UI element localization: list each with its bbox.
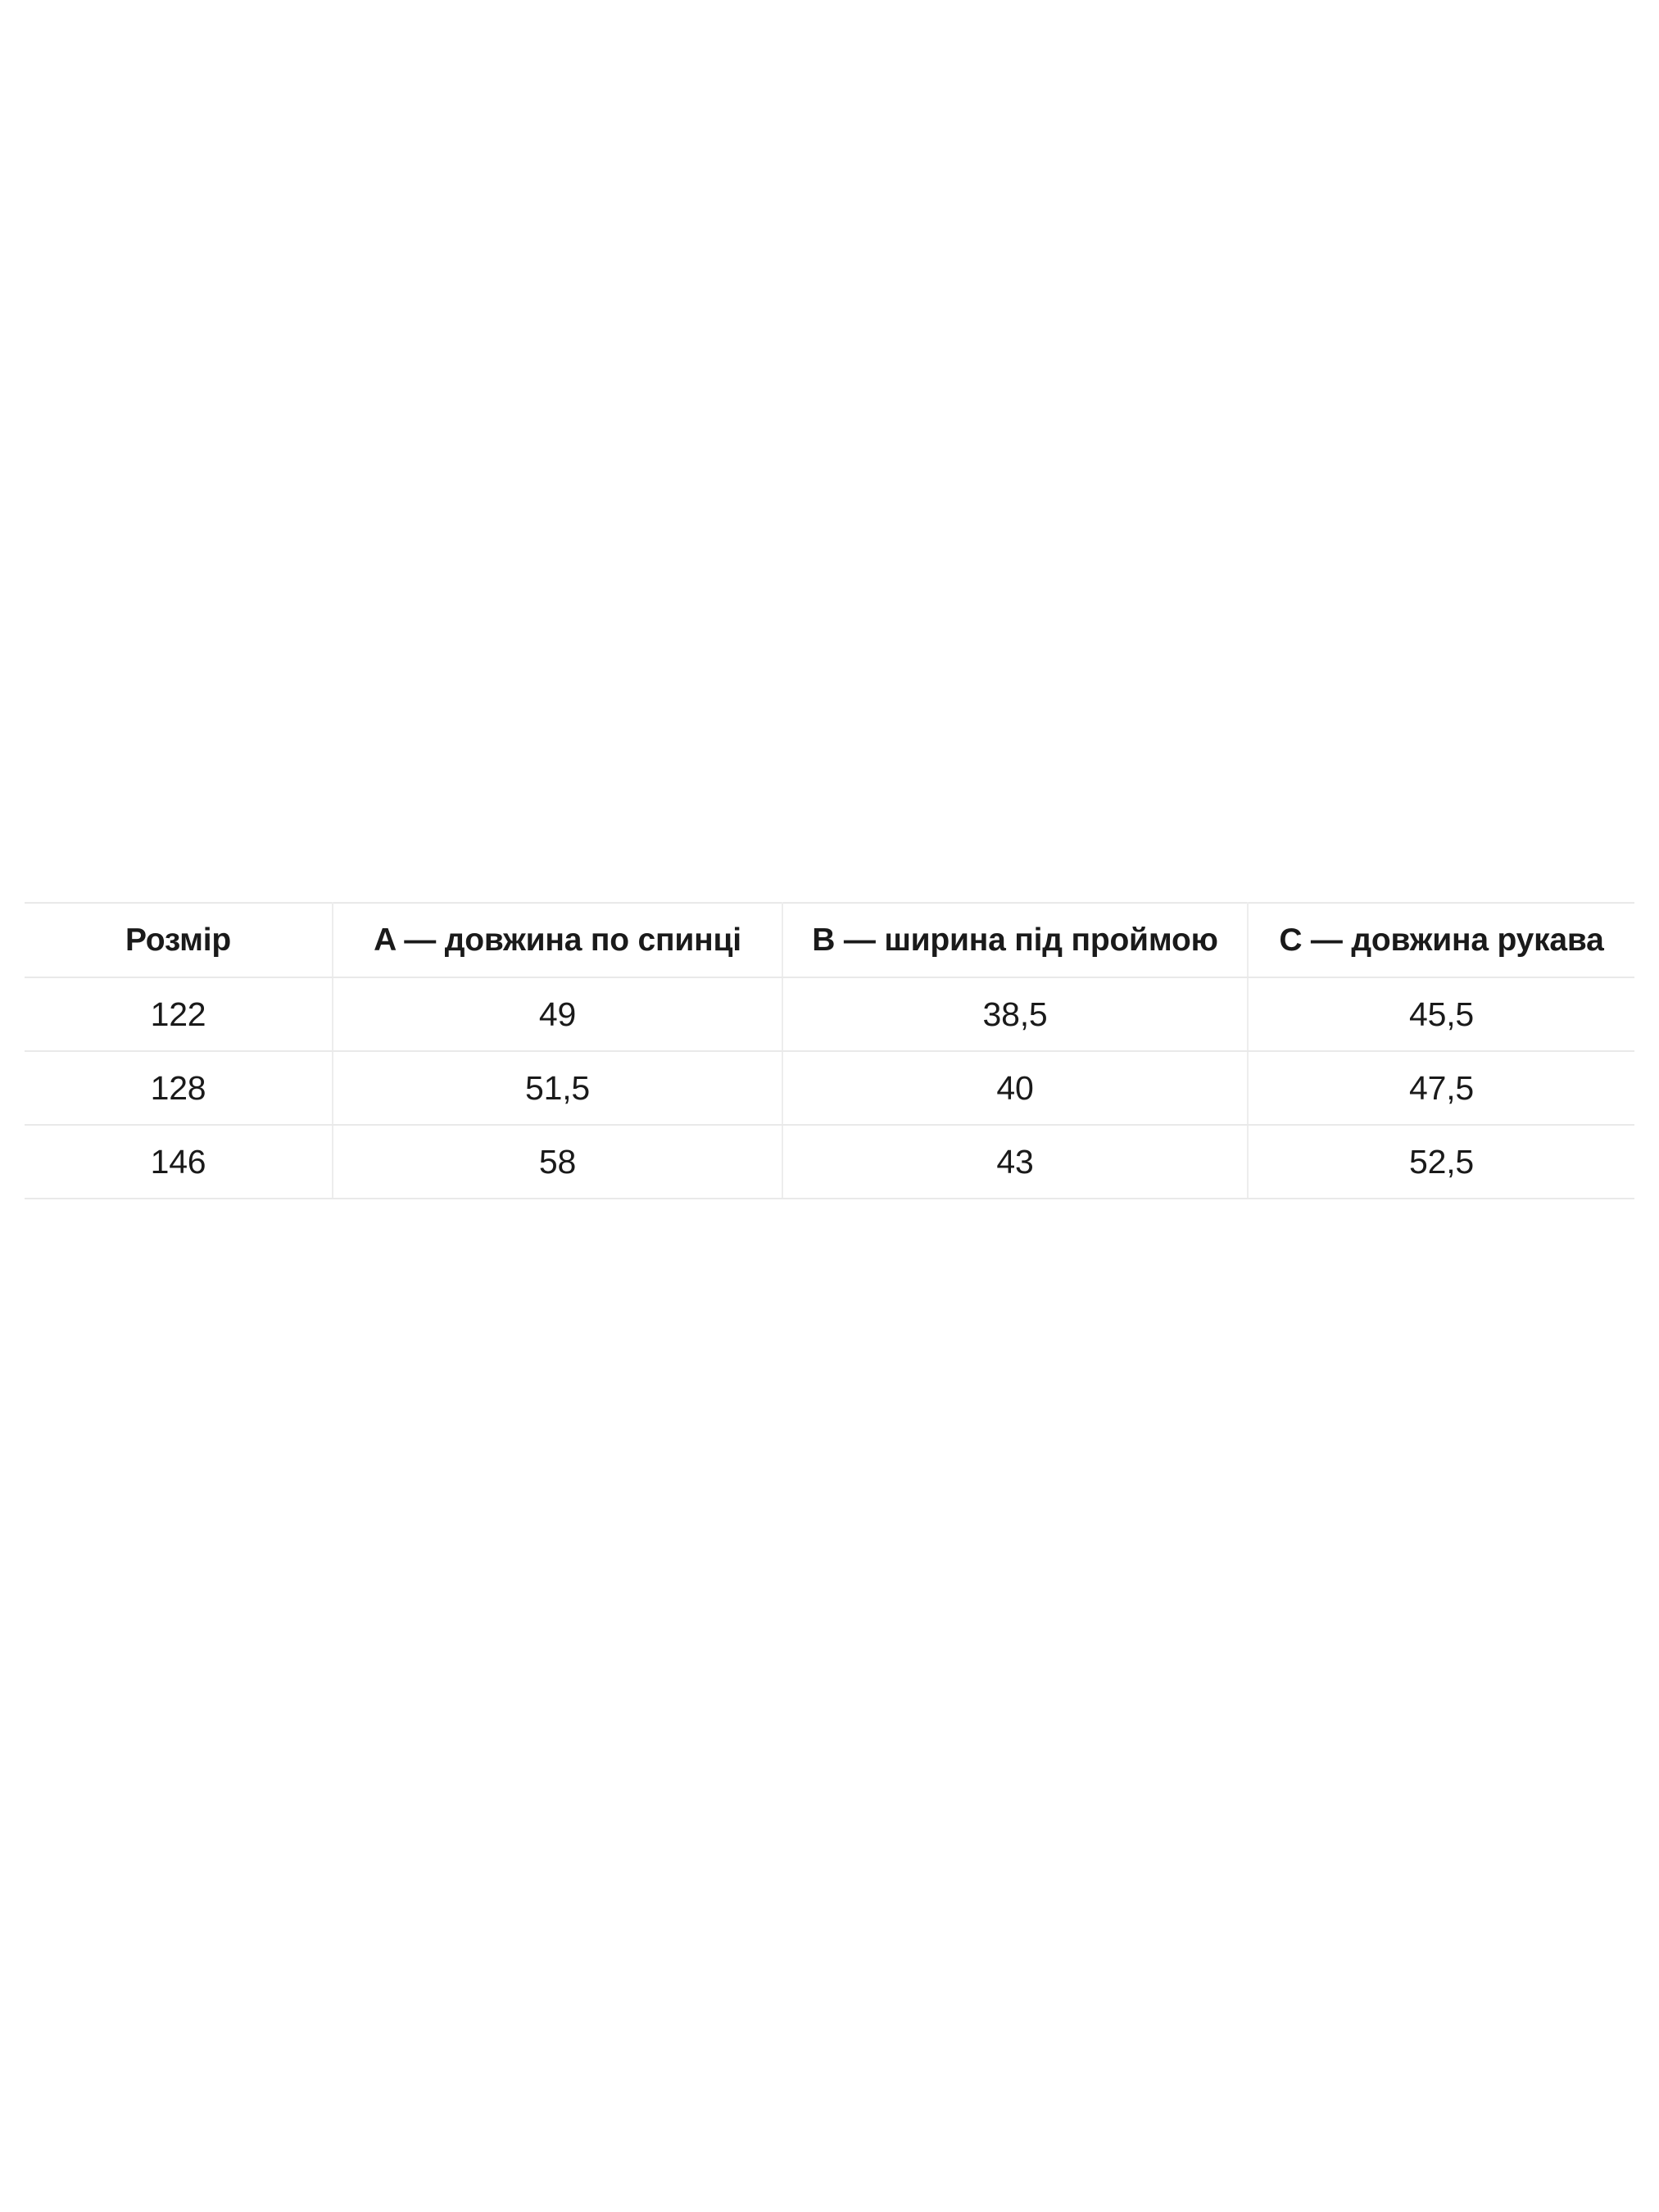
table-header-row: Розмір A — довжина по спинці B — ширина … [25, 902, 1634, 978]
size-chart-container: Розмір A — довжина по спинці B — ширина … [25, 902, 1634, 1199]
table-row: 146 58 43 52,5 [25, 1124, 1634, 1199]
column-header-sleeve-length: C — довжина рукава [1247, 902, 1634, 978]
cell-chest-width: 40 [782, 1050, 1249, 1126]
cell-size: 128 [25, 1050, 333, 1126]
size-chart-table: Розмір A — довжина по спинці B — ширина … [25, 902, 1634, 1199]
column-header-back-length: A — довжина по спинці [332, 902, 783, 978]
column-header-size: Розмір [25, 902, 333, 978]
table-header: Розмір A — довжина по спинці B — ширина … [25, 902, 1634, 978]
column-header-chest-width: B — ширина під проймою [782, 902, 1249, 978]
cell-sleeve-length: 47,5 [1247, 1050, 1634, 1126]
cell-size: 122 [25, 977, 333, 1052]
cell-back-length: 49 [332, 977, 783, 1052]
cell-sleeve-length: 52,5 [1247, 1124, 1634, 1199]
table-row: 128 51,5 40 47,5 [25, 1050, 1634, 1126]
cell-sleeve-length: 45,5 [1247, 977, 1634, 1052]
cell-chest-width: 38,5 [782, 977, 1249, 1052]
table-body: 122 49 38,5 45,5 128 51,5 40 47,5 146 58… [25, 977, 1634, 1199]
cell-back-length: 58 [332, 1124, 783, 1199]
cell-size: 146 [25, 1124, 333, 1199]
table-row: 122 49 38,5 45,5 [25, 977, 1634, 1052]
cell-back-length: 51,5 [332, 1050, 783, 1126]
cell-chest-width: 43 [782, 1124, 1249, 1199]
